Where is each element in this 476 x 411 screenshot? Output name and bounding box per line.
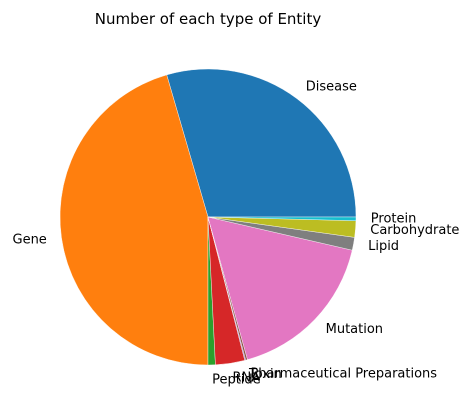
pie-slices xyxy=(59,68,357,366)
pie-label-peptide: Peptide xyxy=(212,372,261,387)
pie-label-protein: Protein xyxy=(371,212,417,227)
pie-slice-protein xyxy=(207,216,357,221)
pie-label-gene: Gene xyxy=(13,232,47,247)
pie-label-disease: Disease xyxy=(306,79,357,94)
pie-label-mutation: Mutation xyxy=(326,322,383,337)
pie-labels: Disease Gene PeptideRNAToxinPharmaceutical… xyxy=(13,79,460,387)
pie-label-lipid: Lipid xyxy=(368,239,399,254)
pie-slice-mutation xyxy=(207,216,353,360)
pie-label-toxin: Toxin xyxy=(248,367,282,382)
chart-title: Number of each type of Entity xyxy=(95,10,322,28)
pie-label-carbohydrate: Carbohydrate xyxy=(370,223,459,238)
pie-slice-gene xyxy=(59,74,209,366)
pie-slice-disease xyxy=(166,68,357,218)
pie-label-rna: RNA xyxy=(232,370,260,385)
pie-label-pharmaceutical-preparations: Pharmaceutical Preparations xyxy=(250,367,437,382)
